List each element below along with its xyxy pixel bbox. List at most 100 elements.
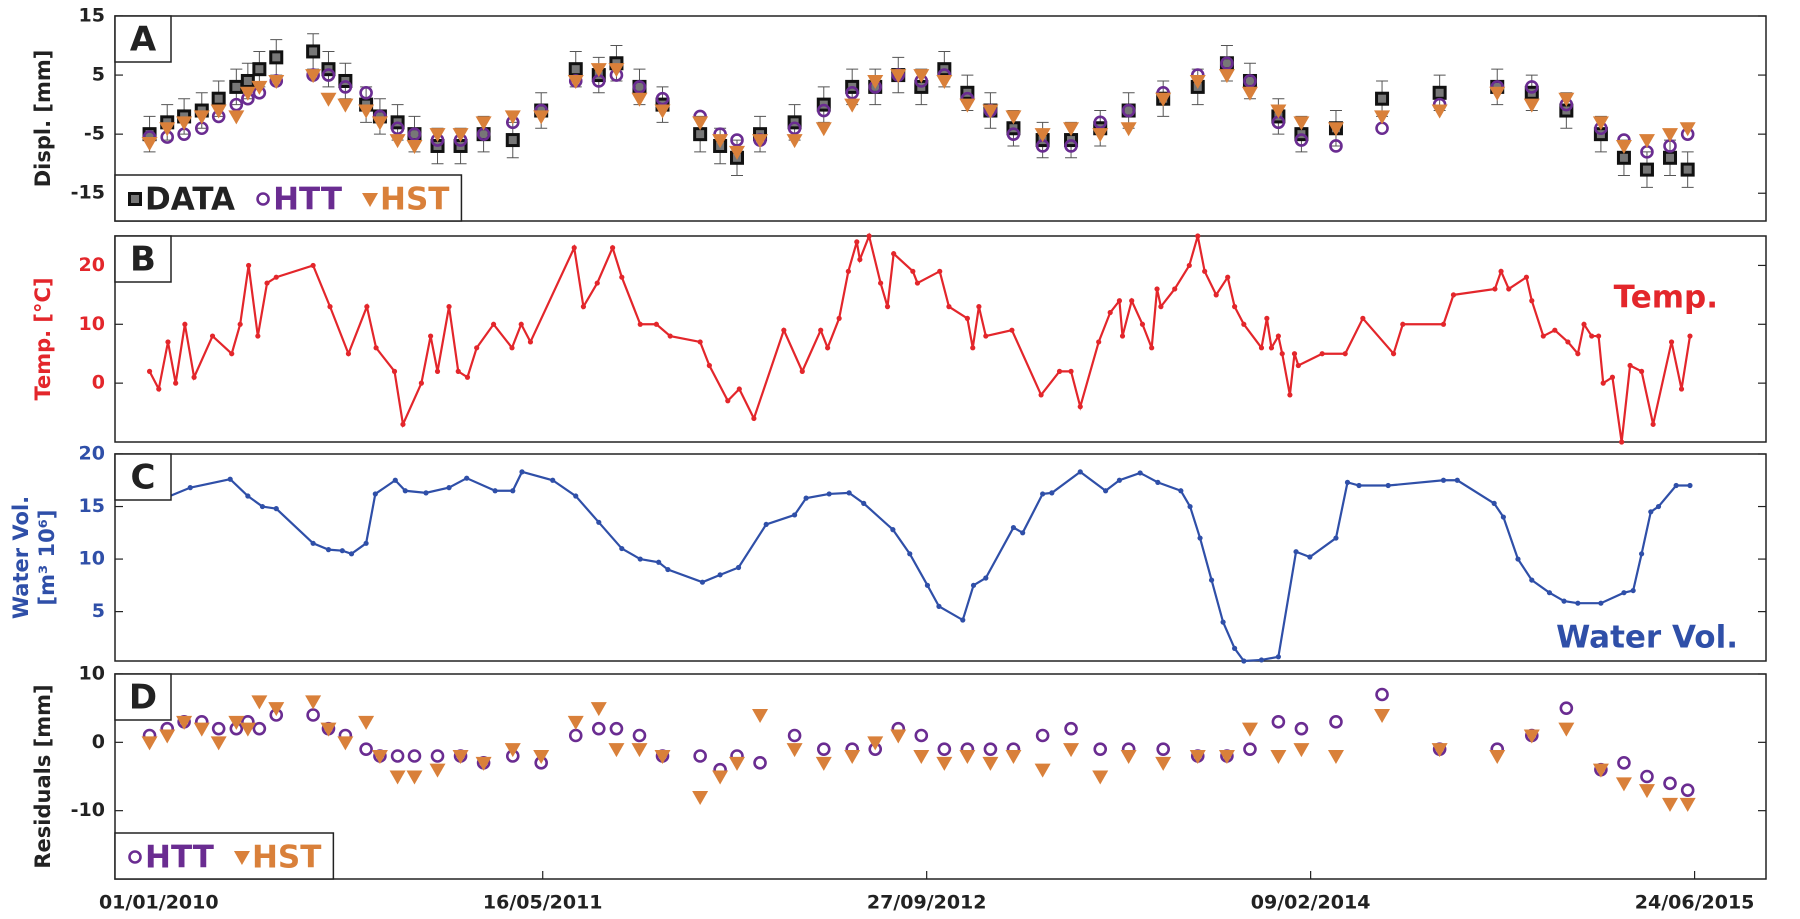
hst-marker — [1327, 750, 1344, 764]
point — [946, 304, 952, 310]
hst-marker — [1293, 743, 1310, 758]
point — [339, 548, 345, 554]
point — [1116, 298, 1123, 304]
hst-marker — [210, 104, 227, 119]
hst-marker — [608, 743, 625, 758]
y-tick-label: 0 — [92, 731, 105, 753]
hst-marker — [1005, 110, 1022, 125]
hst-marker — [358, 104, 375, 119]
hst-marker — [608, 63, 625, 78]
point — [697, 339, 703, 345]
point — [182, 321, 188, 327]
hst-marker — [1679, 797, 1696, 812]
htt-marker — [1640, 769, 1654, 784]
point — [1360, 315, 1366, 321]
point — [619, 545, 625, 552]
point — [1241, 658, 1247, 664]
point — [890, 527, 896, 533]
y-tick-label: 5 — [92, 600, 105, 622]
hst-marker — [1662, 128, 1679, 143]
htt-marker — [609, 721, 624, 736]
point — [191, 374, 197, 380]
point — [455, 368, 461, 374]
hst-marker — [228, 715, 245, 730]
point — [550, 477, 556, 483]
hst-marker — [305, 69, 322, 84]
hst-marker — [1218, 69, 1235, 84]
hst-marker — [1638, 784, 1655, 799]
hst-marker — [936, 74, 953, 89]
htt-marker — [1663, 776, 1677, 791]
point — [936, 603, 942, 609]
hst-marker — [1293, 116, 1310, 131]
y-tick-label: -15 — [71, 182, 105, 204]
point — [364, 304, 370, 310]
htt-marker — [1064, 139, 1078, 153]
point — [1077, 404, 1083, 410]
htt-marker — [306, 708, 320, 722]
point — [255, 333, 261, 339]
legend: HTT HST — [114, 832, 335, 880]
point — [1650, 421, 1656, 427]
point — [1178, 488, 1184, 494]
htt-marker — [1271, 715, 1286, 729]
point — [237, 321, 243, 327]
point — [1220, 619, 1226, 625]
point — [1293, 549, 1299, 555]
hst-marker — [1431, 743, 1448, 758]
htt-marker — [1243, 742, 1257, 756]
point — [273, 506, 279, 512]
point — [1609, 374, 1616, 380]
hst-marker — [141, 137, 158, 152]
point — [1119, 333, 1126, 339]
htt-marker — [816, 103, 831, 118]
panel-label-box — [114, 15, 172, 63]
point — [1186, 262, 1192, 269]
point — [1172, 286, 1178, 292]
data-marker — [211, 91, 226, 106]
x-tick-label: 24/06/2015 — [1635, 892, 1755, 914]
y-tick-label: 20 — [79, 254, 105, 276]
point — [1673, 482, 1679, 489]
point — [418, 380, 424, 386]
point — [1107, 309, 1113, 316]
hst-marker — [692, 116, 709, 131]
data-marker — [306, 44, 321, 59]
hst-marker — [504, 743, 521, 758]
point — [1589, 333, 1595, 339]
point — [1390, 351, 1397, 357]
htt-marker — [390, 121, 405, 136]
point — [1595, 333, 1602, 339]
series-line — [148, 232, 1692, 443]
point — [1648, 509, 1654, 515]
point — [836, 315, 842, 321]
hst-marker — [406, 770, 423, 785]
point — [937, 268, 943, 274]
hst-marker — [320, 722, 337, 737]
point — [1154, 286, 1160, 292]
hst-marker — [504, 110, 521, 125]
point — [596, 519, 602, 525]
point — [1515, 556, 1521, 562]
point — [1627, 362, 1633, 369]
point — [573, 493, 579, 499]
point — [1049, 490, 1055, 496]
x-tick-label: 09/02/2014 — [1251, 892, 1371, 914]
hst-marker — [452, 128, 469, 143]
htt-marker — [632, 80, 647, 94]
htt-marker — [359, 86, 373, 100]
panel-label-box — [114, 453, 172, 501]
legend-box — [114, 174, 463, 222]
hst-marker — [1431, 104, 1448, 119]
point — [781, 327, 787, 333]
point — [1020, 530, 1026, 536]
point — [914, 280, 921, 286]
point — [1208, 577, 1215, 583]
point — [1575, 600, 1581, 606]
hst-marker — [1120, 122, 1137, 137]
htt-marker — [1243, 74, 1257, 88]
point — [846, 490, 852, 496]
point — [229, 351, 235, 357]
y-tick-label: -5 — [84, 123, 105, 145]
point — [1342, 351, 1348, 357]
